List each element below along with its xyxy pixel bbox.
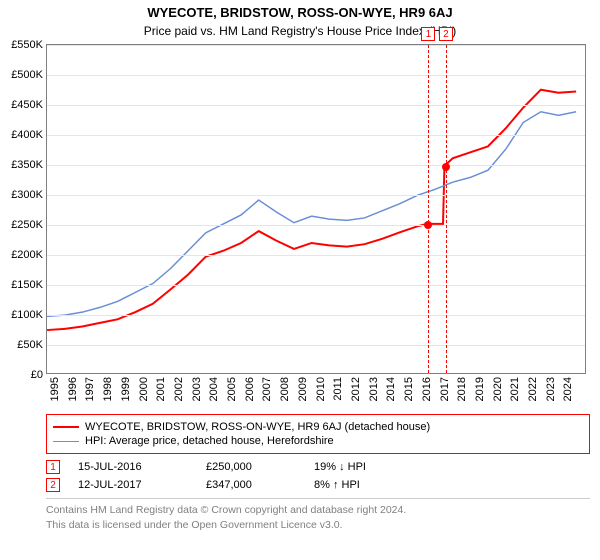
x-axis-tick: 2014: [383, 373, 397, 401]
y-axis-tick: £0: [31, 369, 47, 381]
gridline: [47, 195, 585, 196]
x-axis-tick: 2003: [189, 373, 203, 401]
chart: £0 £50K £100K £150K £200K £250K £300K £350K £400…: [0, 44, 600, 414]
x-axis-tick: 1996: [65, 373, 79, 401]
gridline: [47, 75, 585, 76]
gridline: [47, 45, 585, 46]
x-axis-tick: 1995: [47, 373, 61, 401]
x-axis-tick: 2019: [472, 373, 486, 401]
legend-label: WYECOTE, BRIDSTOW, ROSS-ON-WYE, HR9 6AJ …: [85, 421, 430, 433]
gridline: [47, 255, 585, 256]
marker-line: [428, 45, 429, 373]
transaction-row: 2 12-JUL-2017 £347,000 8% ↑ HPI: [46, 478, 590, 492]
y-axis-tick: £150K: [11, 279, 47, 291]
x-axis-tick: 2011: [330, 373, 344, 401]
gridline: [47, 285, 585, 286]
y-axis-tick: £250K: [11, 219, 47, 231]
marker-dot: [424, 221, 432, 229]
transaction-price: £347,000: [206, 479, 296, 491]
transaction-marker: 1: [46, 460, 60, 474]
gridline: [47, 345, 585, 346]
marker-line: [446, 45, 447, 373]
y-axis-tick: £100K: [11, 309, 47, 321]
x-axis-tick: 2013: [366, 373, 380, 401]
x-axis-tick: 2017: [437, 373, 451, 401]
x-axis-tick: 2002: [171, 373, 185, 401]
x-axis-tick: 2000: [136, 373, 150, 401]
x-axis-tick: 1997: [82, 373, 96, 401]
x-axis-tick: 1999: [118, 373, 132, 401]
y-axis-tick: £500K: [11, 69, 47, 81]
legend-item: WYECOTE, BRIDSTOW, ROSS-ON-WYE, HR9 6AJ …: [53, 421, 583, 433]
chart-subtitle: Price paid vs. HM Land Registry's House …: [0, 24, 600, 38]
marker-label: 1: [421, 27, 435, 41]
x-axis-tick: 2015: [401, 373, 415, 401]
transaction-delta: 8% ↑ HPI: [314, 479, 360, 491]
x-axis-tick: 2016: [419, 373, 433, 401]
gridline: [47, 135, 585, 136]
legend-label: HPI: Average price, detached house, Here…: [85, 435, 334, 447]
x-axis-tick: 2008: [277, 373, 291, 401]
transaction-price: £250,000: [206, 461, 296, 473]
x-axis-tick: 2023: [543, 373, 557, 401]
x-axis-tick: 2004: [206, 373, 220, 401]
legend-item: HPI: Average price, detached house, Here…: [53, 435, 583, 447]
transactions-list: 1 15-JUL-2016 £250,000 19% ↓ HPI 2 12-JUL-201…: [46, 460, 590, 492]
x-axis-tick: 2006: [242, 373, 256, 401]
x-axis-tick: 2021: [507, 373, 521, 401]
x-axis-tick: 2007: [259, 373, 273, 401]
x-axis-tick: 2001: [153, 373, 167, 401]
marker-dot: [442, 163, 450, 171]
chart-lines: [47, 45, 585, 373]
transaction-delta: 19% ↓ HPI: [314, 461, 366, 473]
x-axis-tick: 2024: [560, 373, 574, 401]
y-axis-tick: £450K: [11, 99, 47, 111]
x-axis-tick: 2010: [313, 373, 327, 401]
transaction-row: 1 15-JUL-2016 £250,000 19% ↓ HPI: [46, 460, 590, 474]
attribution: Contains HM Land Registry data © Crown c…: [46, 498, 590, 532]
y-axis-tick: £350K: [11, 159, 47, 171]
x-axis-tick: 2018: [454, 373, 468, 401]
legend-swatch: [53, 426, 79, 428]
legend-swatch: [53, 441, 79, 442]
x-axis-tick: 2020: [490, 373, 504, 401]
y-axis-tick: £50K: [17, 339, 47, 351]
transaction-date: 15-JUL-2016: [78, 461, 188, 473]
transaction-marker: 2: [46, 478, 60, 492]
y-axis-tick: £400K: [11, 129, 47, 141]
y-axis-tick: £200K: [11, 249, 47, 261]
chart-title: WYECOTE, BRIDSTOW, ROSS-ON-WYE, HR9 6AJ: [0, 5, 600, 20]
x-axis-tick: 2005: [224, 373, 238, 401]
plot-area: £0£50K£100K£150K£200K£250K£300K£350K£400…: [46, 44, 586, 374]
gridline: [47, 225, 585, 226]
attribution-line: This data is licensed under the Open Gov…: [46, 518, 590, 533]
x-axis-tick: 2012: [348, 373, 362, 401]
x-axis-tick: 2022: [525, 373, 539, 401]
gridline: [47, 315, 585, 316]
legend: WYECOTE, BRIDSTOW, ROSS-ON-WYE, HR9 6AJ …: [46, 414, 590, 454]
marker-label: 2: [439, 27, 453, 41]
footer: 1 15-JUL-2016 £250,000 19% ↓ HPI 2 12-JUL-201…: [46, 460, 590, 532]
gridline: [47, 105, 585, 106]
y-axis-tick: £300K: [11, 189, 47, 201]
attribution-line: Contains HM Land Registry data © Crown c…: [46, 503, 590, 518]
x-axis-tick: 1998: [100, 373, 114, 401]
x-axis-tick: 2009: [295, 373, 309, 401]
gridline: [47, 165, 585, 166]
series-property: [47, 90, 576, 330]
transaction-date: 12-JUL-2017: [78, 479, 188, 491]
y-axis-tick: £550K: [11, 39, 47, 51]
